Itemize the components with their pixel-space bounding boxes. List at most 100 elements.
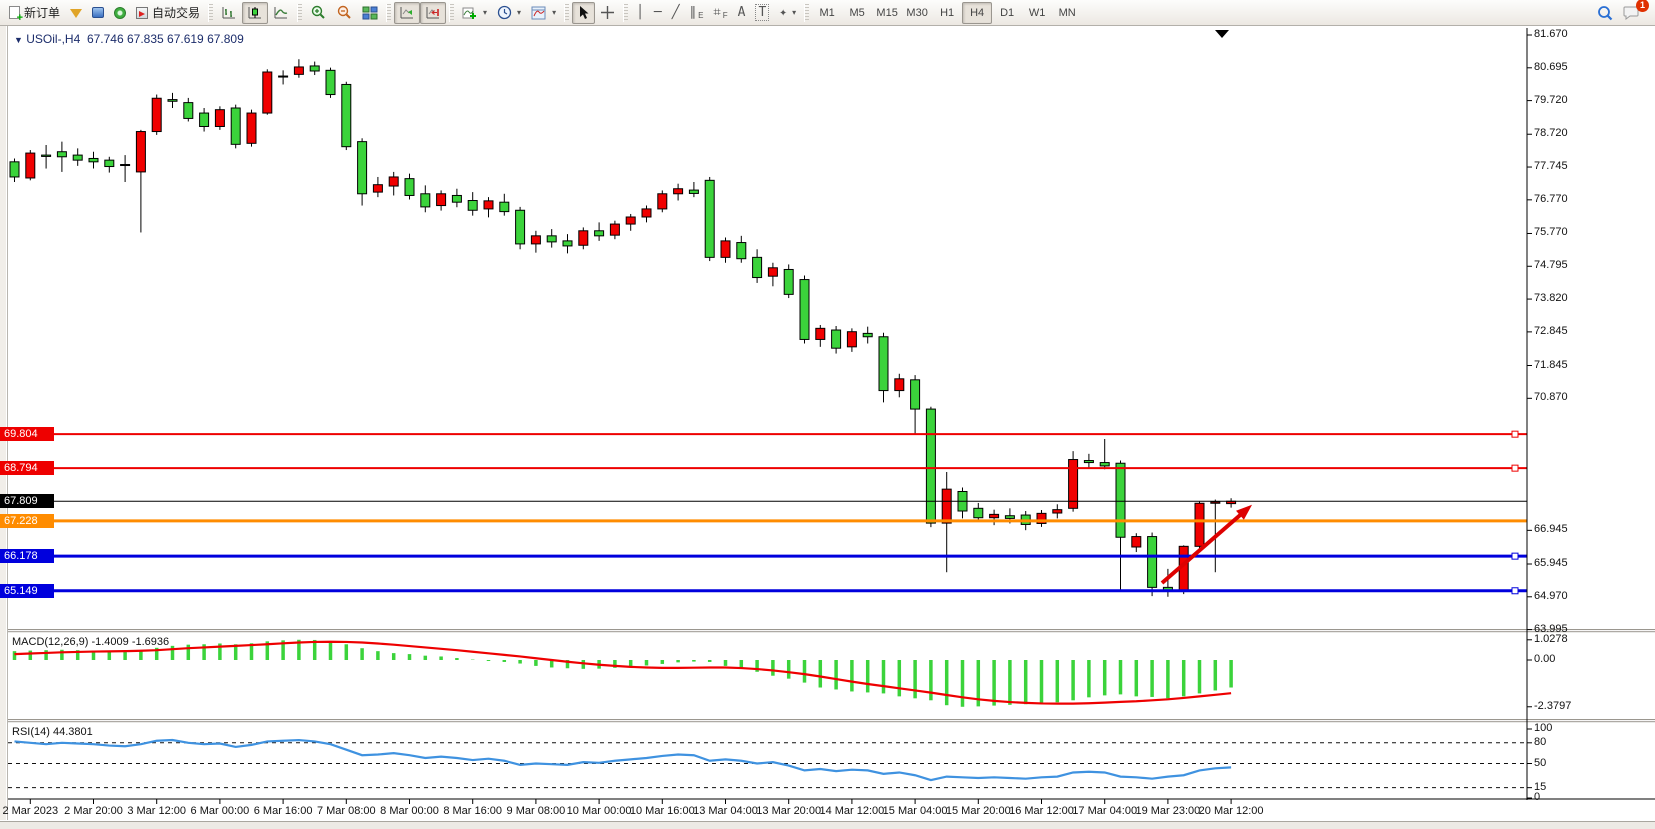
pane-separator[interactable] bbox=[0, 629, 1655, 633]
macd-scale-label: 0.00 bbox=[1534, 653, 1556, 665]
text-tool-button[interactable]: A bbox=[733, 2, 751, 24]
zoom-out-button[interactable] bbox=[331, 2, 357, 24]
auto-scroll-icon bbox=[400, 6, 414, 18]
time-axis-label: 10 Mar 00:00 bbox=[566, 805, 632, 817]
signals-button[interactable] bbox=[109, 2, 131, 24]
time-axis-label: 14 Mar 12:00 bbox=[819, 805, 885, 817]
notifications-button[interactable]: 1 bbox=[1618, 0, 1649, 24]
hline-65.149[interactable] bbox=[8, 587, 1527, 595]
candle bbox=[846, 331, 857, 348]
auto-scroll-button[interactable] bbox=[394, 1, 421, 24]
trendline-tool-button[interactable]: ╱ bbox=[667, 2, 685, 24]
community-button[interactable] bbox=[87, 2, 109, 24]
macd-indicator-label: MACD(12,26,9) -1.4009 -1.6936 bbox=[12, 636, 170, 648]
auto-trading-button[interactable]: 自动交易 bbox=[131, 2, 205, 24]
timeframe-m5-button[interactable]: M5 bbox=[849, 6, 865, 19]
zoom-in-icon bbox=[311, 5, 325, 19]
candle bbox=[120, 164, 131, 167]
price-tick-label: 65.945 bbox=[1534, 556, 1568, 569]
candle bbox=[783, 268, 794, 295]
search-icon bbox=[1598, 5, 1613, 20]
line-chart-button[interactable] bbox=[268, 2, 294, 24]
zoom-in-button[interactable] bbox=[305, 2, 331, 24]
crosshair-tool-button[interactable] bbox=[595, 2, 620, 24]
timeframe-m15-button[interactable]: M15 bbox=[876, 6, 898, 19]
toolbar-grip bbox=[804, 3, 810, 22]
candle bbox=[467, 200, 478, 211]
timeframe-w1-button[interactable]: W1 bbox=[1028, 6, 1046, 19]
arrows-tool-button[interactable]: ✦ ▾ bbox=[774, 2, 801, 24]
candle bbox=[720, 240, 731, 258]
candle bbox=[230, 107, 241, 145]
candlestick-chart-button[interactable] bbox=[242, 1, 269, 24]
candle bbox=[688, 189, 699, 194]
crosshair-icon bbox=[601, 6, 615, 19]
symbol-dropdown-icon[interactable]: ▼ bbox=[14, 35, 23, 45]
timeframe-h4-button[interactable]: H4 bbox=[962, 1, 993, 24]
candle bbox=[1115, 462, 1126, 538]
hline-66.178[interactable] bbox=[8, 552, 1527, 560]
price-tick-label: 71.845 bbox=[1534, 358, 1568, 371]
new-order-button[interactable]: 新订单 bbox=[4, 2, 65, 24]
timeframe-mn-button[interactable]: MN bbox=[1058, 6, 1076, 19]
timeframe-h1-button[interactable]: H1 bbox=[940, 6, 955, 19]
candle bbox=[594, 230, 605, 237]
macd-scale-label: 1.0278 bbox=[1534, 632, 1568, 645]
price-tick-label: 79.720 bbox=[1534, 93, 1568, 106]
toolbar-grip bbox=[386, 3, 392, 22]
time-axis-label: 17 Mar 04:00 bbox=[1072, 805, 1138, 817]
candle bbox=[214, 109, 225, 128]
candle bbox=[404, 178, 415, 196]
fibonacci-tool-button[interactable]: ⌗ F bbox=[708, 2, 732, 24]
price-tick-label: 63.995 bbox=[1534, 622, 1568, 635]
horizontal-line-tool-button[interactable]: ─ bbox=[649, 2, 667, 24]
tile-windows-button[interactable] bbox=[357, 2, 383, 24]
timeframe-m30-button[interactable]: M30 bbox=[906, 6, 928, 19]
hline-handle[interactable] bbox=[1511, 552, 1519, 560]
candle bbox=[1068, 459, 1079, 509]
hline-handle[interactable] bbox=[1511, 464, 1519, 472]
pane-separator[interactable] bbox=[0, 719, 1655, 723]
hline-69.804[interactable] bbox=[8, 430, 1527, 438]
timeframe-m1-button[interactable]: M1 bbox=[819, 6, 835, 19]
price-tick-label: 74.795 bbox=[1534, 259, 1568, 272]
bar-chart-button[interactable] bbox=[216, 2, 242, 24]
candle bbox=[9, 161, 20, 178]
indicators-button[interactable]: ▾ bbox=[457, 2, 492, 24]
trend-arrow-annotation[interactable] bbox=[1160, 504, 1253, 585]
channel-tool-button[interactable]: ∥ E bbox=[685, 2, 709, 24]
candle bbox=[657, 193, 668, 210]
candle bbox=[1131, 536, 1142, 548]
label-tool-button[interactable]: T bbox=[750, 2, 774, 24]
candle bbox=[262, 71, 273, 114]
symbol-name: USOil-,H4 bbox=[26, 32, 81, 46]
market-watch-button[interactable] bbox=[65, 2, 87, 24]
template-icon bbox=[531, 6, 546, 19]
chart-symbol-header[interactable]: ▼ USOil-,H4 67.746 67.835 67.619 67.809 bbox=[14, 32, 244, 46]
chart-shift-button[interactable] bbox=[420, 1, 447, 24]
fibonacci-icon: ⌗ bbox=[713, 5, 721, 20]
time-axis-label: 7 Mar 08:00 bbox=[316, 805, 376, 817]
periods-button[interactable]: ▾ bbox=[492, 2, 526, 24]
periods-dropdown-icon: ▾ bbox=[517, 8, 522, 17]
candle bbox=[736, 242, 747, 260]
hline-68.794[interactable] bbox=[8, 464, 1527, 472]
candle bbox=[530, 235, 541, 245]
terminal-icon bbox=[92, 7, 105, 18]
cursor-tool-button[interactable] bbox=[572, 1, 596, 24]
search-button[interactable] bbox=[1592, 2, 1618, 24]
vertical-line-tool-button[interactable]: │ bbox=[631, 2, 649, 24]
hline-handle[interactable] bbox=[1511, 430, 1519, 438]
rsi-scale-label: 100 bbox=[1534, 722, 1553, 734]
chart-shift-icon bbox=[426, 6, 440, 18]
hline-handle[interactable] bbox=[1511, 587, 1519, 595]
funnel-icon bbox=[70, 9, 83, 18]
candle bbox=[1052, 509, 1063, 514]
time-axis-label: 9 Mar 08:00 bbox=[506, 805, 566, 817]
chart-shift-marker[interactable] bbox=[1215, 30, 1229, 38]
timeframe-d1-button[interactable]: D1 bbox=[1000, 6, 1015, 19]
templates-button[interactable]: ▾ bbox=[526, 2, 561, 24]
candle bbox=[894, 378, 905, 392]
price-line-badge-65.149: 65.149 bbox=[0, 583, 54, 598]
